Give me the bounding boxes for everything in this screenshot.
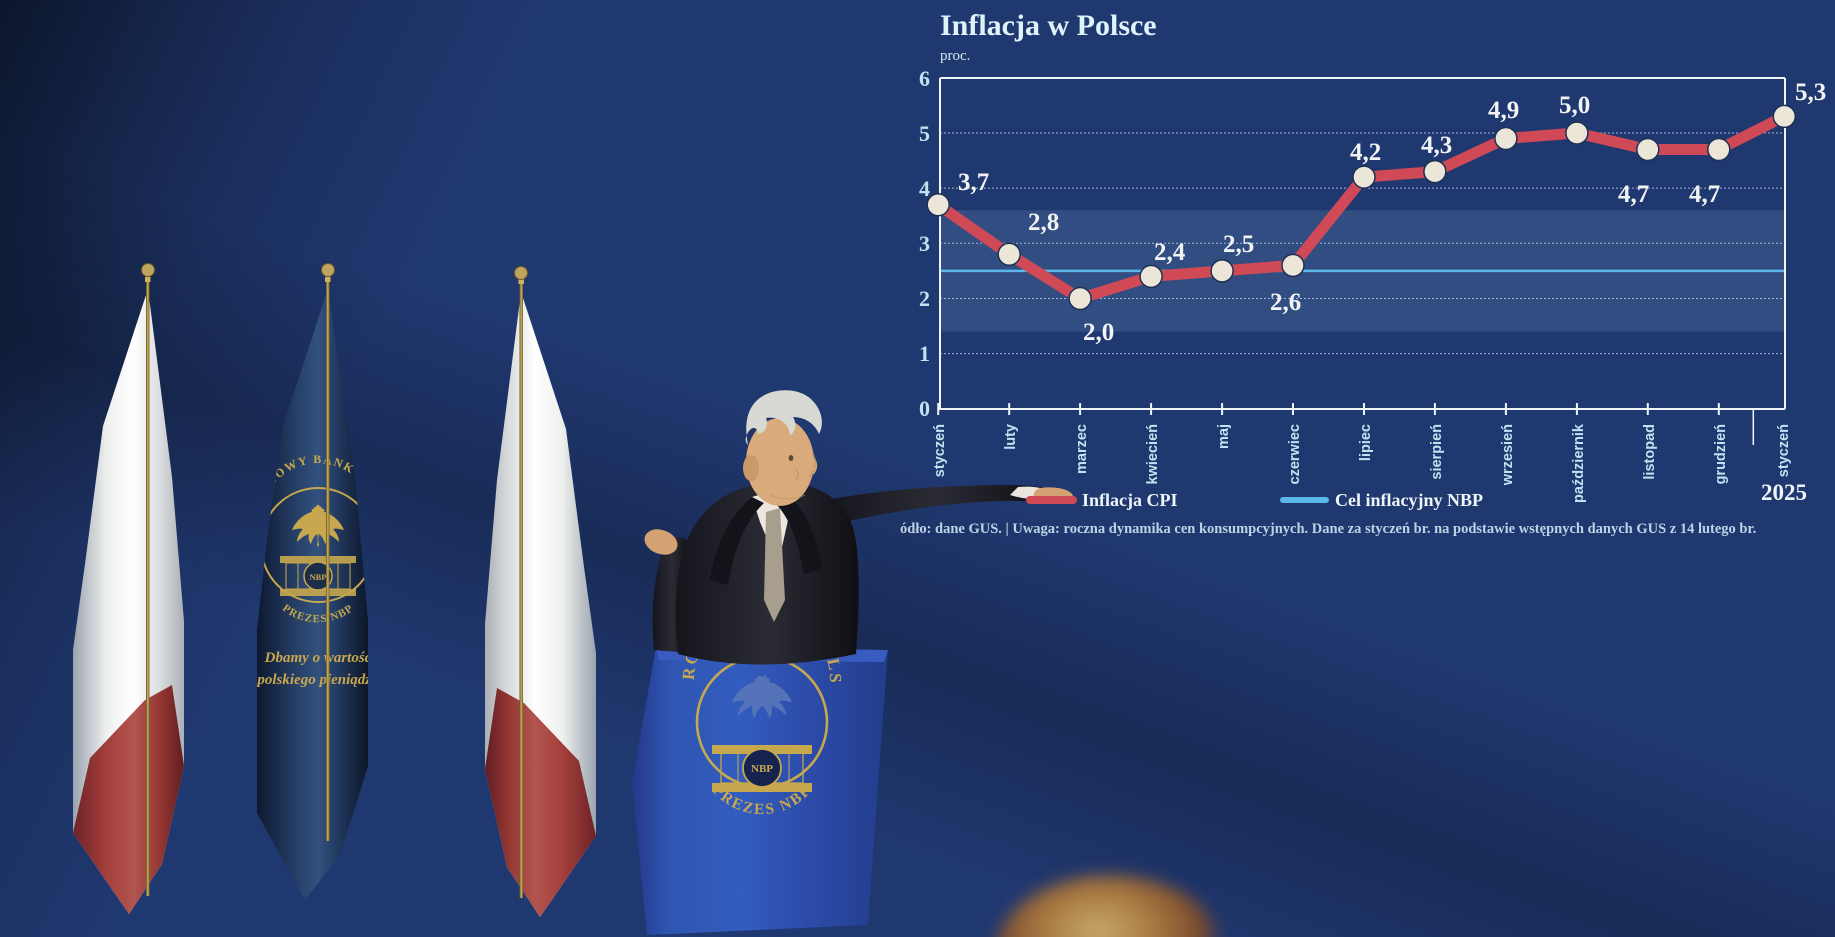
svg-text:grudzień: grudzień xyxy=(1713,424,1729,484)
svg-text:2,0: 2,0 xyxy=(1083,319,1114,346)
svg-text:5,3: 5,3 xyxy=(1795,79,1826,106)
svg-text:2,6: 2,6 xyxy=(1270,289,1301,316)
svg-text:styczeń: styczeń xyxy=(932,424,948,477)
svg-text:ódło: dane GUS. | Uwaga: roc: ódło: dane GUS. | Uwaga: roczna dynamika… xyxy=(900,521,1756,537)
svg-text:2,8: 2,8 xyxy=(1028,209,1059,236)
svg-text:4,9: 4,9 xyxy=(1488,97,1519,124)
svg-text:4,2: 4,2 xyxy=(1350,139,1381,166)
svg-text:4,3: 4,3 xyxy=(1421,132,1452,159)
svg-text:5: 5 xyxy=(919,121,930,146)
svg-text:Inflacja CPI: Inflacja CPI xyxy=(1082,490,1178,510)
svg-text:4,7: 4,7 xyxy=(1689,181,1720,208)
svg-text:3: 3 xyxy=(919,231,930,256)
svg-text:luty: luty xyxy=(1003,424,1019,450)
svg-text:6: 6 xyxy=(919,66,930,91)
svg-text:2025: 2025 xyxy=(1761,480,1807,505)
svg-text:3,7: 3,7 xyxy=(958,169,989,196)
svg-text:wrzesień: wrzesień xyxy=(1500,424,1516,486)
svg-text:czerwiec: czerwiec xyxy=(1287,424,1303,484)
svg-text:lipiec: lipiec xyxy=(1358,424,1374,461)
svg-text:2,4: 2,4 xyxy=(1154,239,1186,266)
svg-text:2,5: 2,5 xyxy=(1223,231,1254,258)
svg-text:1: 1 xyxy=(919,341,930,366)
svg-text:październik: październik xyxy=(1571,423,1587,503)
svg-text:Cel inflacyjny NBP: Cel inflacyjny NBP xyxy=(1335,490,1483,510)
svg-text:sierpień: sierpień xyxy=(1429,424,1445,480)
svg-text:kwiecień: kwiecień xyxy=(1145,424,1161,484)
svg-text:Inflacja w Polsce: Inflacja w Polsce xyxy=(940,9,1157,42)
svg-text:maj: maj xyxy=(1216,424,1232,449)
svg-text:2: 2 xyxy=(919,286,930,311)
svg-text:styczeń: styczeń xyxy=(1776,424,1792,477)
svg-text:4,7: 4,7 xyxy=(1618,181,1649,208)
svg-text:0: 0 xyxy=(919,396,930,421)
svg-text:listopad: listopad xyxy=(1642,424,1658,480)
svg-text:4: 4 xyxy=(919,176,930,201)
svg-text:5,0: 5,0 xyxy=(1559,92,1590,119)
svg-text:proc.: proc. xyxy=(940,48,970,64)
svg-text:marzec: marzec xyxy=(1074,424,1090,474)
